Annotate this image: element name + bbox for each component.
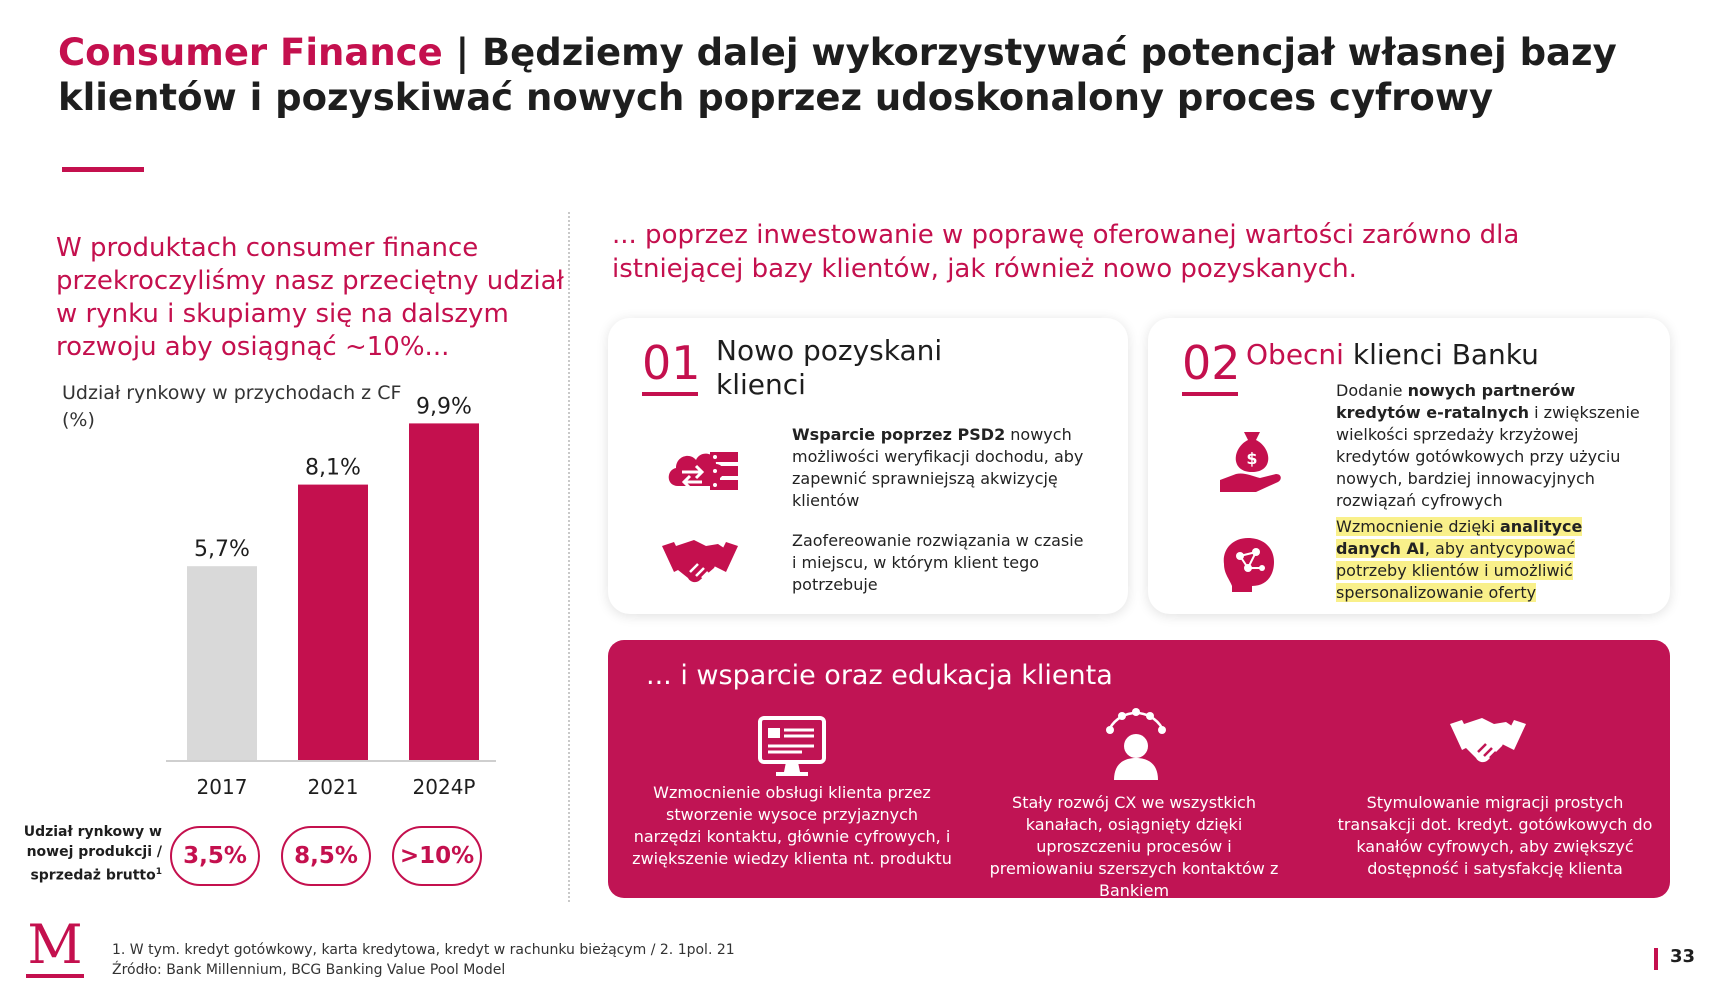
- white-handshake-icon: [1450, 718, 1526, 763]
- card1-title: Nowo pozyskani klienci: [716, 334, 943, 401]
- page-marker: [1654, 948, 1658, 970]
- computer-screen-icon: [758, 716, 826, 776]
- pill-2021: 8,5%: [281, 826, 371, 886]
- money-bag-hand-icon: $: [1220, 432, 1281, 492]
- card1-item1: Wsparcie poprzez PSD2 nowych możliwości …: [792, 424, 1088, 512]
- side-label-text: Udział rynkowy w nowej produkcji / sprze…: [23, 824, 162, 884]
- card2-number: 02: [1182, 336, 1241, 390]
- title-separator: |: [442, 31, 482, 74]
- pill-2024p: >10%: [392, 826, 482, 886]
- title-brand: Consumer Finance: [58, 31, 443, 74]
- card2-title-accent: Obecni: [1246, 338, 1344, 371]
- client-support-title: ... i wsparcie oraz edukacja klienta: [646, 660, 1113, 691]
- support-item-1: Wzmocnienie obsługi klienta przez stworz…: [632, 783, 952, 868]
- bar-2024p: [409, 423, 479, 760]
- cloud-transfer-icon: [668, 452, 738, 490]
- person-network-icon: [1106, 708, 1166, 780]
- category-label-2017: 2017: [197, 775, 248, 799]
- title-underline: [62, 167, 144, 172]
- new-production-share-label: Udział rynkowy w nowej produkcji / sprze…: [14, 822, 162, 886]
- column-divider: [568, 212, 570, 902]
- pill-2017: 3,5%: [170, 826, 260, 886]
- bar-2017: [187, 566, 257, 760]
- card1-item2: Zaofereowanie rozwiązania w czasie i mie…: [792, 531, 1084, 594]
- footnote-source: Źródło: Bank Millennium, BCG Banking Val…: [112, 962, 506, 978]
- value-label-2024p: 9,9%: [416, 394, 472, 419]
- page-number: 33: [1670, 946, 1696, 967]
- side-label-sup: 1: [155, 867, 162, 877]
- page-title: Consumer Finance | Będziemy dalej wykorz…: [58, 30, 1678, 120]
- value-label-2017: 5,7%: [194, 537, 250, 562]
- card2-item2: Wzmocnienie dzięki analityce danych AI, …: [1336, 516, 1626, 604]
- millennium-logo: M: [26, 918, 84, 980]
- card2-item1-bold: nowych partnerów kredytów e-ratalnych: [1336, 381, 1576, 422]
- card2-number-bar: [1182, 392, 1238, 396]
- card1-item1-bold: Wsparcie poprzez PSD2: [792, 425, 1006, 444]
- card2-item1: Dodanie nowych partnerów kredytów e-rata…: [1336, 380, 1656, 512]
- svg-text:$: $: [1246, 449, 1257, 468]
- support-item-2: Stały rozwój CX we wszystkich kanałach, …: [989, 793, 1279, 900]
- support-item-3: Stymulowanie migracji prostych transakcj…: [1337, 793, 1653, 878]
- card1-number-bar: [642, 392, 698, 396]
- left-lead-text: W produktach consumer finance przekroczy…: [56, 233, 564, 362]
- logo-letter: M: [27, 913, 83, 976]
- footnote: 1. W tym. kredyt gotówkowy, karta kredyt…: [112, 940, 1012, 980]
- card2-item1-pre: Dodanie: [1336, 381, 1408, 400]
- logo-underline: [26, 974, 84, 978]
- card1-item1-rest: nowych możliwości weryfikacji dochodu, a…: [792, 425, 1084, 510]
- right-lead-text: ... poprzez inwestowanie w poprawę ofero…: [612, 220, 1520, 284]
- card2-item2-rest: , aby antycypować potrzeby klientów i um…: [1336, 539, 1576, 602]
- card2-title: Obecni klienci Banku: [1246, 338, 1646, 372]
- card2-title-rest: klienci Banku: [1343, 338, 1539, 371]
- footnote-1: 1. W tym. kredyt gotówkowy, karta kredyt…: [112, 942, 735, 958]
- value-label-2021: 8,1%: [305, 456, 361, 481]
- card1-number: 01: [642, 336, 701, 390]
- handshake-icon: [662, 540, 738, 583]
- bar-2021: [298, 484, 368, 760]
- ai-brain-icon: [1223, 538, 1274, 592]
- title-text: Będziemy dalej wykorzystywać potencjał w…: [58, 31, 1617, 119]
- card2-item1-rest: i zwiększenie wielkości sprzedaży krzyżo…: [1336, 403, 1640, 510]
- category-label-2021: 2021: [308, 775, 359, 799]
- card2-item2-pre: Wzmocnienie dzięki: [1336, 517, 1500, 536]
- chart-caption: Udział rynkowy w przychodach z CF (%): [62, 382, 402, 431]
- category-label-2024p: 2024P: [413, 775, 476, 799]
- market-share-bar-chart: 5,7% 8,1% 9,9% 2017 2021 2024P: [166, 394, 496, 799]
